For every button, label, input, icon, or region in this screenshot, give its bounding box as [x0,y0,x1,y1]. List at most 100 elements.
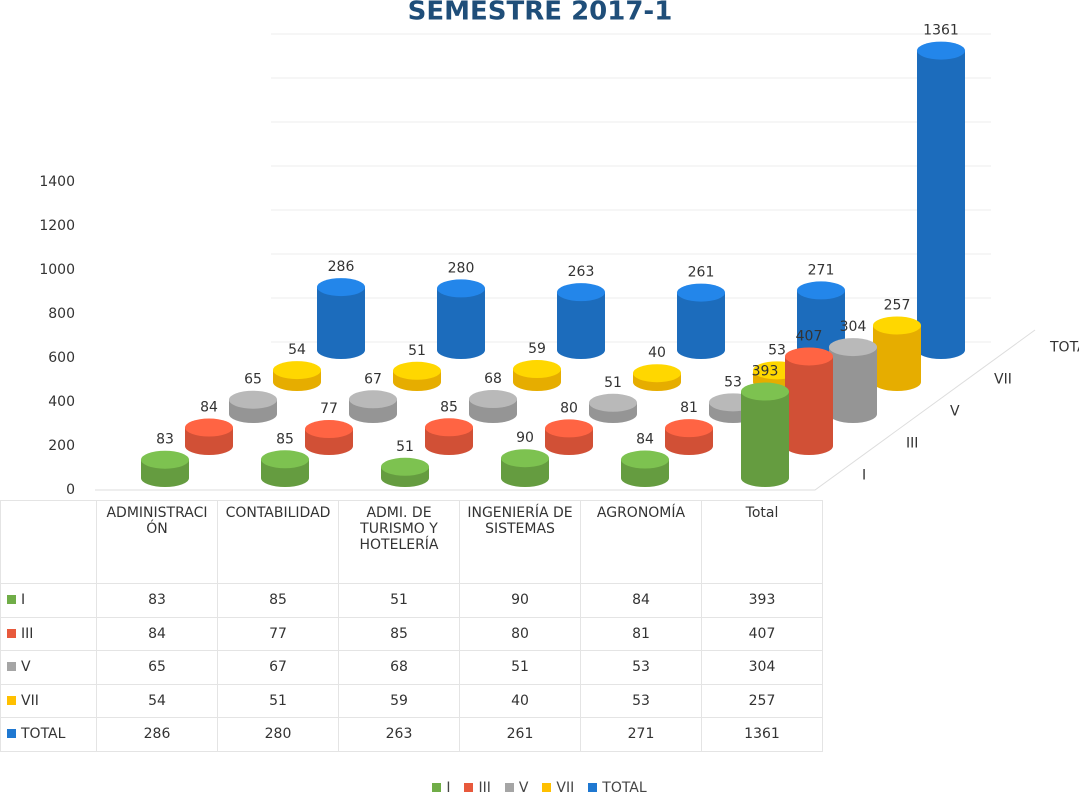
bar-top [185,418,233,437]
depth-label: VII [994,371,1012,387]
bar-top [589,393,637,412]
table-value: 53 [580,683,702,718]
table-key: III [0,616,97,651]
table-value: 286 [96,717,218,752]
data-label: 85 [440,399,458,415]
data-label: 51 [396,439,414,455]
legend-item: TOTAL [588,780,647,796]
table-value: 85 [217,583,339,618]
category-label: INGENIERÍA DE SISTEMAS [459,500,581,584]
bar [677,292,725,359]
data-label: 53 [724,374,742,390]
legend: I III V VII TOTAL [0,780,1079,796]
data-label: 1361 [923,23,959,39]
table-value: 65 [96,650,218,685]
data-label: 263 [568,264,595,280]
bar-top [317,278,365,297]
data-label: 68 [484,371,502,387]
bar-top [141,450,189,469]
table-row: TOTAL 286 280 263 261 271 1361 [0,717,823,752]
bar [829,347,877,423]
legend-label: V [518,780,529,796]
table-value: 81 [580,616,702,651]
table-value: 51 [459,650,581,685]
bar [437,288,485,359]
bar-top [785,347,833,366]
table-value: 304 [701,650,823,685]
bar-top [273,361,321,380]
legend-item: VII [542,780,574,796]
table-value: 257 [701,683,823,718]
table-key: V [0,650,97,685]
legend-swatch [7,662,16,672]
bar-top [545,419,593,438]
bar-top [917,41,965,60]
table-corner [0,500,97,584]
bar [785,356,833,455]
bar-top [741,382,789,401]
data-label: 85 [276,431,294,447]
series-name: III [21,625,34,642]
y-tick-label: 0 [66,482,75,498]
table-value: 51 [338,583,460,618]
category-label: ADMI. DE TURISMO Y HOTELERÍA [338,500,460,584]
table-value: 67 [217,650,339,685]
data-label: 257 [884,297,911,313]
category-label: CONTABILIDAD [217,500,339,584]
table-value: 84 [96,616,218,651]
legend-item: III [464,780,491,796]
table-key: TOTAL [0,717,97,752]
bar-top [305,420,353,439]
data-label: 51 [408,343,426,359]
bar-top [633,364,681,383]
data-label: 90 [516,430,534,446]
table-row: V 65 67 68 51 53 304 [0,650,823,685]
bar-top [557,283,605,302]
table-row: I 83 85 51 90 84 393 [0,583,823,618]
legend-swatch [542,783,552,792]
data-label: 51 [604,375,622,391]
table-value: 271 [580,717,702,752]
table-value: 84 [580,583,702,618]
series-name: TOTAL [21,726,66,743]
table-value: 53 [580,650,702,685]
y-tick-label: 600 [48,350,75,366]
table-header-row: ADMINISTRACIÓN CONTABILIDAD ADMI. DE TURIS… [0,500,823,584]
bar-top [469,390,517,409]
data-label: 280 [448,260,475,276]
data-label: 304 [840,319,867,335]
legend-swatch [504,783,514,792]
y-tick-label: 400 [48,394,75,410]
legend-swatch [7,729,16,739]
table-value: 85 [338,616,460,651]
series-name: VII [21,692,39,709]
data-label: 81 [680,400,698,416]
series-name: I [21,592,26,609]
data-label: 80 [560,400,578,416]
y-tick-label: 1200 [39,218,75,234]
data-label: 261 [688,265,715,281]
legend-label: III [478,780,491,796]
bar [317,287,365,359]
category-label: Total [701,500,823,584]
category-label: ADMINISTRACIÓN [96,500,218,584]
table-value: 83 [96,583,218,618]
table-value: 261 [459,717,581,752]
y-tick-label: 1000 [39,262,75,278]
bar-top [797,281,845,300]
data-label: 84 [636,432,654,448]
depth-label: I [862,467,866,483]
table-value: 1361 [701,717,823,752]
legend-swatch [7,595,16,605]
table-value: 90 [459,583,581,618]
legend-swatch [432,783,442,792]
data-label: 77 [320,401,338,417]
data-table: ADMINISTRACIÓN CONTABILIDAD ADMI. DE TURIS… [0,500,823,752]
bar [873,325,921,391]
table-key: VII [0,683,97,718]
series-name: V [21,659,31,676]
floor [95,329,1036,491]
bar-top [829,338,877,357]
legend-swatch [464,783,474,792]
